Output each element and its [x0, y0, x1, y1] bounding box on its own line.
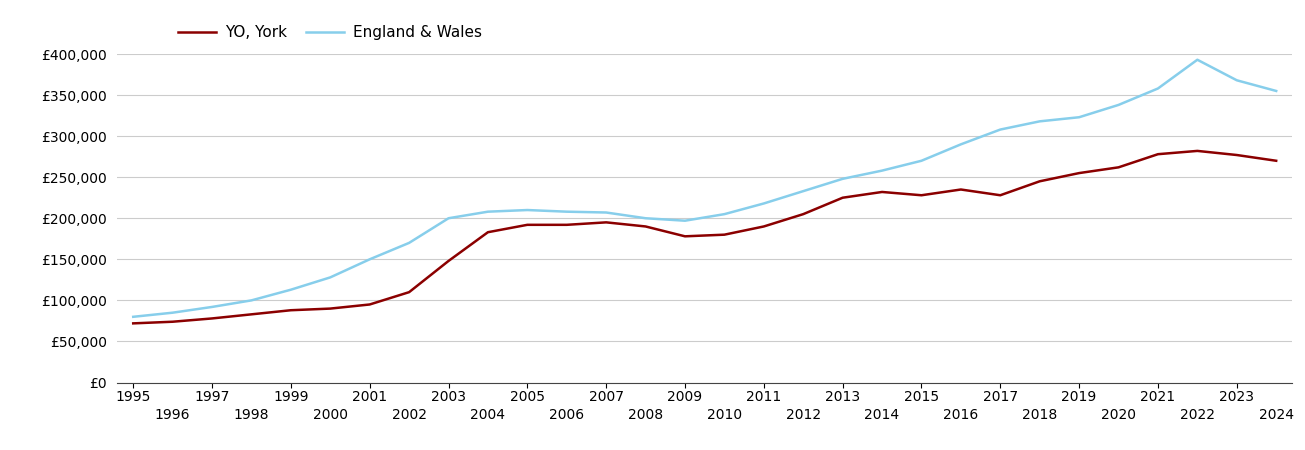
YO, York — [1229, 152, 1245, 158]
YO, York — [1150, 152, 1165, 157]
YO, York — [164, 319, 180, 324]
YO, York — [716, 232, 732, 237]
YO, York — [519, 222, 535, 228]
England & Wales — [598, 210, 613, 215]
England & Wales — [1071, 115, 1087, 120]
YO, York — [1032, 179, 1048, 184]
England & Wales — [441, 216, 457, 221]
England & Wales — [125, 314, 141, 319]
YO, York — [638, 224, 654, 229]
England & Wales — [1150, 86, 1165, 91]
England & Wales — [835, 176, 851, 181]
YO, York — [953, 187, 968, 192]
YO, York — [756, 224, 771, 229]
England & Wales — [1190, 57, 1206, 63]
Line: England & Wales: England & Wales — [133, 60, 1276, 317]
England & Wales — [164, 310, 180, 315]
England & Wales — [756, 201, 771, 206]
England & Wales — [913, 158, 929, 163]
England & Wales — [361, 256, 377, 262]
England & Wales — [716, 212, 732, 217]
England & Wales — [993, 127, 1009, 132]
YO, York — [401, 289, 416, 295]
YO, York — [913, 193, 929, 198]
England & Wales — [480, 209, 496, 214]
YO, York — [441, 258, 457, 264]
England & Wales — [638, 216, 654, 221]
YO, York — [125, 321, 141, 326]
YO, York — [480, 230, 496, 235]
YO, York — [361, 302, 377, 307]
Legend: YO, York, England & Wales: YO, York, England & Wales — [172, 19, 488, 46]
YO, York — [1111, 165, 1126, 170]
England & Wales — [1032, 119, 1048, 124]
England & Wales — [204, 304, 219, 310]
YO, York — [1071, 171, 1087, 176]
England & Wales — [1229, 77, 1245, 83]
YO, York — [796, 212, 812, 217]
YO, York — [204, 316, 219, 321]
England & Wales — [401, 240, 416, 246]
Line: YO, York: YO, York — [133, 151, 1276, 324]
YO, York — [677, 234, 693, 239]
England & Wales — [244, 298, 260, 303]
England & Wales — [796, 189, 812, 194]
England & Wales — [953, 142, 968, 147]
England & Wales — [1268, 88, 1284, 94]
England & Wales — [874, 168, 890, 173]
England & Wales — [283, 287, 299, 292]
England & Wales — [559, 209, 574, 214]
YO, York — [559, 222, 574, 228]
YO, York — [322, 306, 338, 311]
YO, York — [874, 189, 890, 195]
England & Wales — [519, 207, 535, 213]
England & Wales — [677, 218, 693, 223]
YO, York — [1190, 148, 1206, 153]
YO, York — [283, 307, 299, 313]
England & Wales — [1111, 102, 1126, 108]
YO, York — [598, 220, 613, 225]
YO, York — [993, 193, 1009, 198]
England & Wales — [322, 274, 338, 280]
YO, York — [1268, 158, 1284, 163]
YO, York — [244, 312, 260, 317]
YO, York — [835, 195, 851, 200]
